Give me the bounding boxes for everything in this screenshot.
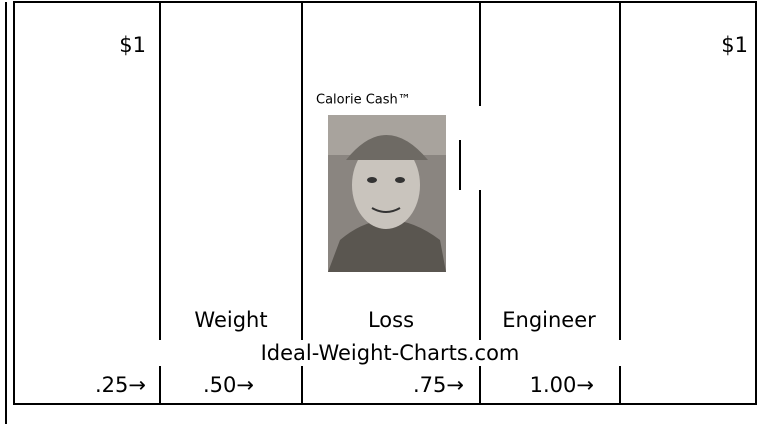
fraction: 1.00→ xyxy=(530,373,594,397)
website: Ideal-Weight-Charts.com xyxy=(261,341,520,365)
fraction: .25→ xyxy=(95,373,146,397)
fraction: .50→ xyxy=(203,373,254,397)
portrait xyxy=(328,115,446,272)
word: Engineer xyxy=(502,308,596,332)
word: Loss xyxy=(368,308,414,332)
fraction: .75→ xyxy=(413,373,464,397)
bill: $1 $1 Calorie Cash™ Weight Loss Engineer… xyxy=(0,0,760,426)
brand: Calorie Cash™ xyxy=(316,93,411,108)
denomination: $1 xyxy=(721,33,748,57)
word: Weight xyxy=(194,308,267,332)
denomination: $1 xyxy=(119,33,146,57)
